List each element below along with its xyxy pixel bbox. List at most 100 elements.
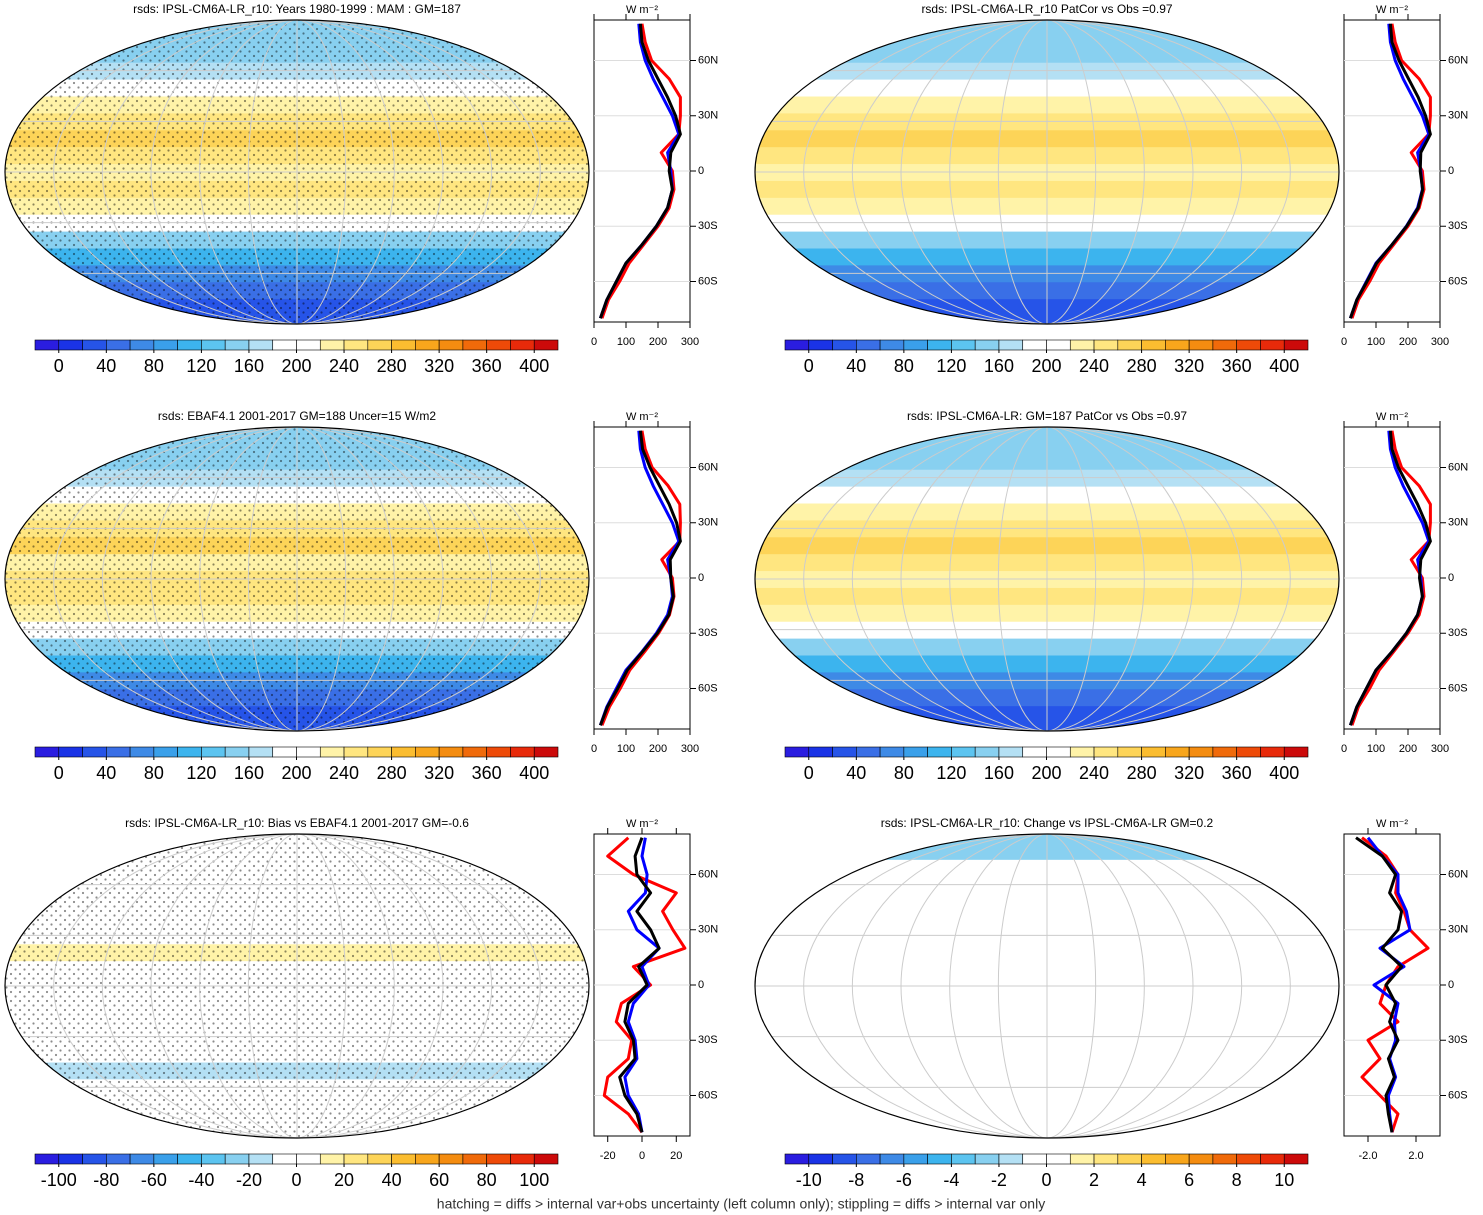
colorbar-box (927, 339, 952, 351)
colorbar-box (153, 1153, 178, 1165)
colorbar-box (415, 1153, 440, 1165)
colorbar-label: 400 (1269, 356, 1299, 376)
colorbar-box (903, 339, 928, 351)
meridian (53, 20, 541, 324)
colorbar-label: 120 (936, 356, 966, 376)
colorbar-label: -60 (141, 1170, 167, 1190)
y-tick-label: 60N (698, 54, 718, 66)
colorbar-box (415, 339, 440, 351)
colorbar-box (1046, 746, 1071, 758)
meridian (997, 20, 1097, 324)
meridian (101, 427, 493, 731)
colorbar-box (1236, 339, 1261, 351)
y-tick-label: 60S (698, 275, 718, 287)
colorbar-box (1236, 1153, 1261, 1165)
colorbar-label: 200 (1031, 763, 1061, 783)
colorbar-box (879, 746, 905, 758)
colorbar-label: 80 (477, 1170, 497, 1190)
colorbar-box (998, 746, 1024, 758)
colorbar-box (415, 746, 440, 758)
colorbar-label: 320 (424, 356, 454, 376)
map-outline (754, 19, 1340, 325)
x-tick-label: 300 (681, 743, 699, 755)
colorbar-label: 120 (186, 356, 216, 376)
colorbar-label: -8 (848, 1170, 864, 1190)
colorbar-box (391, 339, 416, 351)
colorbar-label: 0 (804, 356, 814, 376)
y-tick-label: 30N (1448, 517, 1468, 529)
colorbar-box (343, 1153, 369, 1165)
colorbar-label: 40 (96, 356, 116, 376)
colorbar-label: 320 (424, 763, 454, 783)
profile-line (598, 23, 682, 319)
y-tick-label: 30N (698, 110, 718, 122)
map-outline (4, 19, 590, 325)
colorbar-label: 320 (1174, 763, 1204, 783)
panel-title: rsds: IPSL-CM6A-LR_r10: Change vs IPSL-C… (881, 816, 1214, 830)
meridian (900, 834, 1194, 1138)
colorbar-box (201, 746, 226, 758)
colorbar-box (1188, 746, 1214, 758)
colorbar-box (1046, 339, 1071, 351)
colorbar-box (784, 1153, 810, 1165)
y-tick-label: 0 (1448, 572, 1454, 584)
colorbar-label: 40 (96, 763, 116, 783)
colorbar-box (951, 1153, 976, 1165)
colorbar-box (927, 1153, 952, 1165)
colorbar-box (201, 339, 226, 351)
colorbar-label: 280 (1127, 356, 1157, 376)
colorbar-box (486, 746, 511, 758)
colorbar-label: 360 (1222, 356, 1252, 376)
colorbar-box (343, 339, 369, 351)
profile-line (1348, 23, 1432, 319)
colorbar-box (319, 746, 345, 758)
x-tick-label: 200 (649, 743, 667, 755)
colorbar-box (296, 746, 321, 758)
colorbar-box (1022, 746, 1047, 758)
colorbar-box (1022, 1153, 1047, 1165)
profile-line (1350, 430, 1432, 726)
x-tick-label: 300 (681, 336, 699, 348)
y-tick-label: 60S (1448, 275, 1468, 287)
x-tick-label: 300 (1431, 336, 1449, 348)
y-tick-label: 30S (1448, 1034, 1468, 1046)
colorbar-label: 160 (984, 763, 1014, 783)
colorbar-label: 40 (382, 1170, 402, 1190)
colorbar-box (58, 1153, 83, 1165)
colorbar-box (1236, 746, 1261, 758)
colorbar-label: 0 (291, 1170, 301, 1190)
meridian (997, 427, 1097, 731)
x-tick-label: 200 (1399, 743, 1417, 755)
profile-line (600, 23, 682, 319)
colorbar-box (510, 1153, 535, 1165)
colorbar-box (808, 339, 833, 351)
colorbar-label: -2 (991, 1170, 1007, 1190)
colorbar-box (34, 1153, 60, 1165)
colorbar-box (974, 746, 1000, 758)
profile-line (1348, 430, 1432, 726)
colorbar-label: 160 (234, 356, 264, 376)
x-tick-label: 2.0 (1408, 1150, 1423, 1162)
colorbar-box (319, 1153, 345, 1165)
panel-title: rsds: EBAF4.1 2001-2017 GM=188 Uncer=15 … (158, 409, 436, 423)
colorbar-box (462, 1153, 487, 1165)
meridian (247, 834, 347, 1138)
x-tick-label: 0 (639, 1150, 645, 1162)
x-tick-label: 200 (649, 336, 667, 348)
colorbar-box (1117, 1153, 1142, 1165)
meridian (900, 20, 1194, 324)
colorbar-box (1260, 339, 1285, 351)
x-tick-label: 0 (1341, 743, 1347, 755)
meridian (53, 834, 541, 1138)
colorbar-label: 200 (281, 356, 311, 376)
colorbar-label: -80 (93, 1170, 119, 1190)
colorbar-box (1260, 1153, 1285, 1165)
meridian (851, 20, 1243, 324)
colorbar-box (879, 1153, 905, 1165)
colorbar-label: 0 (54, 763, 64, 783)
colorbar-box (58, 339, 83, 351)
units-label: W m⁻² (1376, 4, 1408, 16)
map (5, 834, 589, 1138)
colorbar-box (34, 339, 60, 351)
colorbar-box (224, 1153, 250, 1165)
